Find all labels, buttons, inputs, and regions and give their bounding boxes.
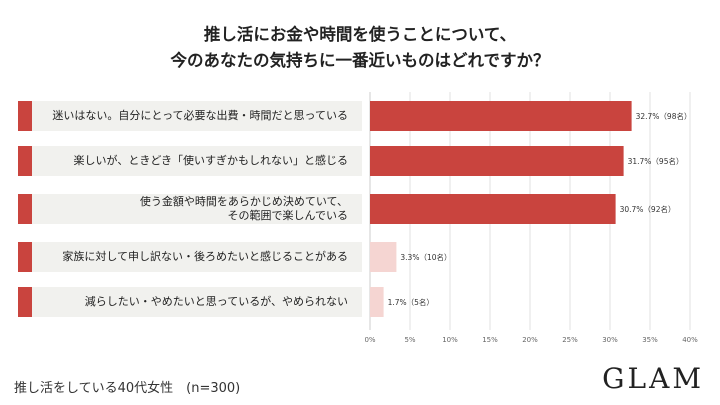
x-tick-label: 10% (442, 336, 458, 344)
bar (370, 194, 616, 224)
x-tick-label: 40% (682, 336, 698, 344)
category-label-1: 迷いはない。自分にとって必要な出費・時間だと思っている (52, 109, 348, 122)
data-label: 31.7%（95名） (628, 156, 684, 166)
x-tick-label: 25% (562, 336, 578, 344)
x-tick-label: 20% (522, 336, 538, 344)
row-marker (18, 194, 32, 224)
x-tick-label: 30% (602, 336, 618, 344)
data-label: 30.7%（92名） (620, 204, 676, 214)
title-line-2: 今のあなたの気持ちに一番近いものはどれですか？ (170, 51, 550, 70)
category-label-4: 家族に対して申し訳ない・後ろめたいと感じることがある (62, 250, 348, 263)
bar (370, 242, 397, 272)
category-label-2: 楽しいが、ときどき「使いすぎかもしれない」と感じる (73, 154, 348, 167)
bar (370, 146, 624, 176)
row-marker (18, 287, 32, 317)
row-marker (18, 101, 32, 131)
title-line-1: 推し活にお金や時間を使うことについて、 (203, 25, 517, 44)
row-marker (18, 146, 32, 176)
category-row-4: 家族に対して申し訳ない・後ろめたいと感じることがある (18, 242, 362, 272)
category-label-5: 減らしたい・やめたいと思っているが、やめられない (84, 295, 348, 308)
row-marker (18, 242, 32, 272)
chart-title: 推し活にお金や時間を使うことについて、 今のあなたの気持ちに一番近いものはどれで… (0, 22, 720, 74)
brand-logo: GLAM (602, 362, 704, 395)
data-label: 3.3%（10名） (400, 252, 451, 262)
bar (370, 287, 384, 317)
bar (370, 101, 632, 131)
x-tick-label: 15% (482, 336, 498, 344)
category-row-5: 減らしたい・やめたいと思っているが、やめられない (18, 287, 362, 317)
category-row-2: 楽しいが、ときどき「使いすぎかもしれない」と感じる (18, 146, 362, 176)
x-tick-label: 35% (642, 336, 658, 344)
x-tick-label: 5% (404, 336, 415, 344)
data-label: 1.7%（5名） (388, 297, 434, 307)
x-tick-label: 0% (364, 336, 375, 344)
category-row-1: 迷いはない。自分にとって必要な出費・時間だと思っている (18, 101, 362, 131)
data-label: 32.7%（98名） (636, 111, 692, 121)
category-label-3: 使う金額や時間をあらかじめ決めていて、 その範囲で楽しんでいる (139, 195, 348, 222)
sample-note: 推し活をしている40代女性 (n=300) (14, 381, 241, 396)
category-row-3: 使う金額や時間をあらかじめ決めていて、 その範囲で楽しんでいる (18, 194, 362, 224)
